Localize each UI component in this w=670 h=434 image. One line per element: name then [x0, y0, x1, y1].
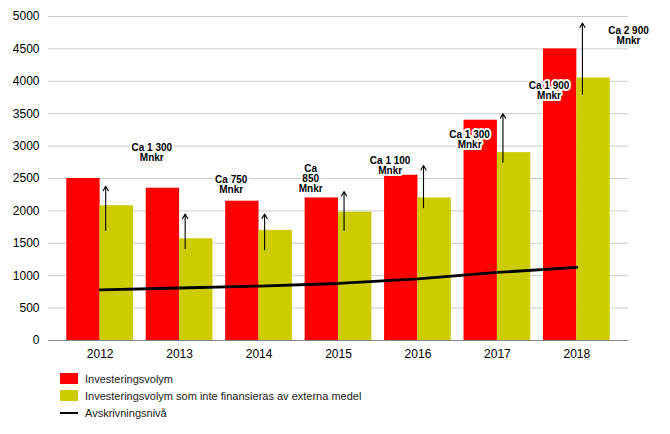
- html-text:Avskrivningsnivå: Avskrivningsnivå: [85, 406, 167, 419]
- svg-text:4500: 4500: [13, 42, 40, 56]
- svg-text:3500: 3500: [13, 107, 40, 121]
- svg-text:3000: 3000: [13, 139, 40, 153]
- svg-text:2018: 2018: [564, 347, 591, 361]
- svg-text:2015: 2015: [325, 347, 352, 361]
- svg-text:Ca 1 900Mnkr: Ca 1 900Mnkr: [529, 80, 570, 101]
- svg-text:2000: 2000: [13, 204, 40, 218]
- html-text:Investeringsvolym som inte fin: Investeringsvolym som inte finansieras a…: [85, 389, 362, 402]
- svg-text:2014: 2014: [246, 347, 273, 361]
- svg-text:0: 0: [33, 333, 40, 347]
- svg-text:Ca 2 900Mnkr: Ca 2 900Mnkr: [608, 25, 649, 46]
- svg-text:5000: 5000: [13, 9, 40, 23]
- html-text:Investeringsvolym: Investeringsvolym: [85, 372, 173, 385]
- svg-text:2016: 2016: [405, 347, 432, 361]
- svg-text:Ca 1 100Mnkr: Ca 1 100Mnkr: [370, 155, 411, 176]
- svg-text:Ca 1 300Mnkr: Ca 1 300Mnkr: [449, 129, 490, 150]
- svg-text:Ca850Mnkr: Ca850Mnkr: [299, 163, 323, 194]
- svg-text:2017: 2017: [484, 347, 511, 361]
- svg-text:Ca 750Mnkr: Ca 750Mnkr: [215, 174, 248, 195]
- svg-text:2012: 2012: [87, 347, 114, 361]
- svg-text:500: 500: [19, 301, 39, 315]
- svg-text:4000: 4000: [13, 74, 40, 88]
- svg-text:Ca 1 300Mnkr: Ca 1 300Mnkr: [131, 142, 172, 163]
- svg-text:1500: 1500: [13, 236, 40, 250]
- svg-text:1000: 1000: [13, 269, 40, 283]
- svg-text:2500: 2500: [13, 171, 40, 185]
- svg-text:2013: 2013: [166, 347, 193, 361]
